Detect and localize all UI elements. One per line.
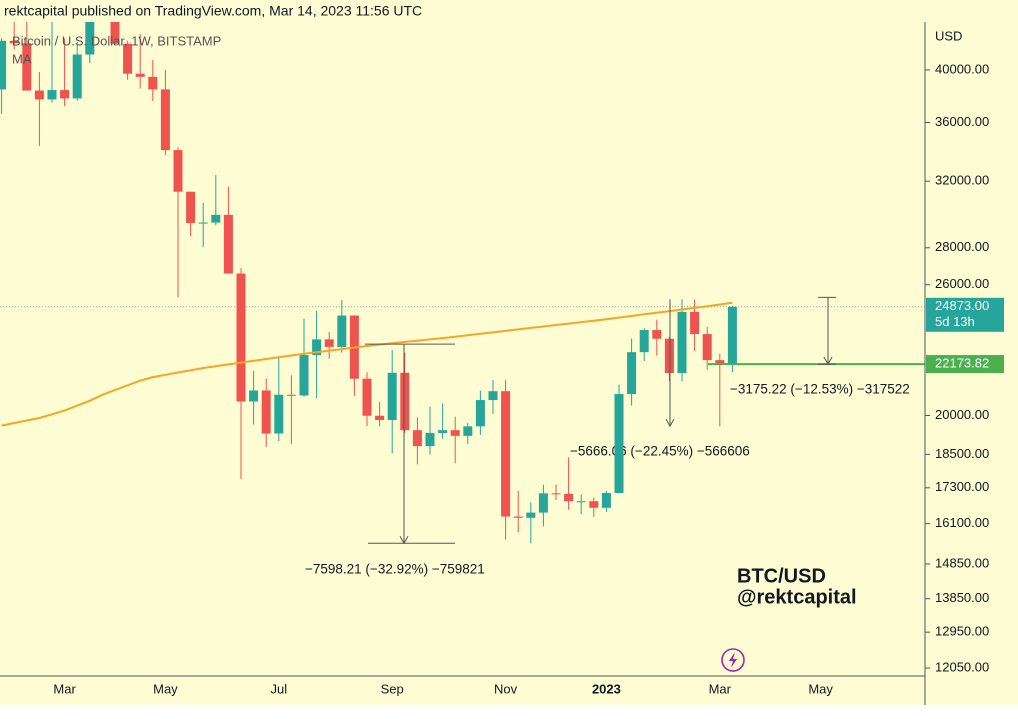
last-price-box: [926, 297, 1004, 332]
candle-body: [677, 311, 687, 373]
watermark: BTC/USD: [737, 565, 826, 587]
y-tick-label: 12050.00: [935, 660, 989, 675]
candle-body: [589, 501, 599, 508]
candle-body: [538, 493, 548, 513]
candle-body: [186, 191, 196, 223]
candle-body: [173, 150, 183, 192]
candle-body: [34, 90, 44, 100]
candle-body: [664, 338, 674, 373]
ma-line: [1, 301, 733, 427]
legend-symbol: Bitcoin / U.S. Dollar, 1W, BITSTAMP: [12, 33, 221, 48]
candle-body: [438, 430, 448, 434]
candle-body: [400, 372, 410, 431]
candle-body: [639, 330, 649, 353]
candle-body: [148, 76, 158, 90]
candle-body: [715, 360, 725, 365]
candle-body: [576, 501, 586, 503]
y-tick-label: 18500.00: [935, 446, 989, 461]
candle-body: [526, 512, 536, 518]
candle-body: [261, 390, 271, 434]
candle-body: [324, 339, 334, 347]
candle-body: [85, 22, 95, 55]
candle-body: [450, 430, 460, 436]
watermark: @rektcapital: [737, 586, 857, 608]
candle-body: [299, 355, 309, 396]
footer-strip: [0, 705, 1018, 719]
candle-body: [60, 90, 70, 99]
measurement-arrow: [665, 418, 675, 428]
horizontal-line-label: 22173.82: [935, 356, 989, 371]
candle-body: [727, 306, 737, 365]
candle-body: [652, 330, 662, 339]
y-tick-label: 16100.00: [935, 515, 989, 530]
candle-body: [690, 311, 700, 335]
candle-body: [601, 493, 611, 508]
x-tick-label: Mar: [709, 681, 732, 696]
y-tick-label: 40000.00: [935, 61, 989, 76]
x-tick-label: Sep: [381, 681, 404, 696]
measurement-label: −5666.06 (−22.45%) −566606: [570, 444, 750, 459]
candle-body: [274, 394, 284, 434]
y-tick-label: 12950.00: [935, 624, 989, 639]
measurement-label: −3175.22 (−12.53%) −317522: [730, 382, 910, 397]
y-tick-label: 14850.00: [935, 555, 989, 570]
candle-body: [211, 214, 221, 223]
x-tick-label: Nov: [494, 681, 518, 696]
candle-body: [425, 433, 435, 447]
x-tick-label: May: [153, 681, 178, 696]
plot-area: −7598.21 (−32.92%) −759821 −5666.06 (−22.…: [0, 22, 925, 577]
candle-body: [337, 315, 347, 347]
candle-body: [110, 22, 120, 44]
candle-body: [22, 43, 32, 91]
candle-body: [412, 430, 422, 447]
candle-body: [614, 394, 624, 494]
candle-body: [72, 54, 82, 99]
candle-body: [223, 214, 233, 274]
candle-body: [249, 390, 259, 402]
candle-body: [488, 391, 498, 401]
candle-body: [160, 89, 170, 151]
y-tick-label: 36000.00: [935, 114, 989, 129]
candle-body: [135, 73, 145, 77]
candle-body: [198, 222, 208, 224]
lightning-icon: [721, 648, 745, 672]
candle-body: [0, 40, 7, 90]
y-tick-label: 28000.00: [935, 239, 989, 254]
y-tick-label: 20000.00: [935, 407, 989, 422]
candle-body: [463, 426, 473, 436]
y-tick-label: 26000.00: [935, 276, 989, 291]
currency-label: USD: [935, 28, 962, 43]
candle-body: [375, 415, 385, 421]
candle-body: [47, 90, 57, 100]
measurement-label: −7598.21 (−32.92%) −759821: [305, 562, 485, 577]
x-tick-label: 2023: [592, 681, 621, 696]
candle-body: [475, 400, 485, 427]
y-tick-label: 32000.00: [935, 173, 989, 188]
candle-body: [236, 273, 246, 402]
header: rektcapital published on TradingView.com…: [4, 3, 422, 19]
y-tick-label: 13850.00: [935, 590, 989, 605]
candle-body: [513, 516, 523, 518]
candle-body: [702, 334, 712, 361]
candle-body: [123, 43, 133, 74]
candle-body: [312, 339, 322, 356]
horizontal-line-box: [926, 355, 1004, 374]
x-tick-label: Jul: [270, 681, 287, 696]
legend-ma: MA: [12, 51, 32, 66]
x-tick-label: May: [808, 681, 833, 696]
candle-body: [362, 378, 372, 416]
candle-body: [551, 493, 561, 495]
x-tick-label: Mar: [53, 681, 76, 696]
last-price-label: 24873.00: [935, 298, 989, 313]
candle-body: [286, 394, 296, 396]
candle-body: [387, 372, 397, 421]
candle-body: [501, 391, 511, 517]
y-tick-label: 17300.00: [935, 479, 989, 494]
candle-body: [627, 352, 637, 395]
countdown-label: 5d 13h: [935, 314, 975, 329]
candle-body: [9, 40, 19, 44]
candle-body: [564, 493, 574, 502]
